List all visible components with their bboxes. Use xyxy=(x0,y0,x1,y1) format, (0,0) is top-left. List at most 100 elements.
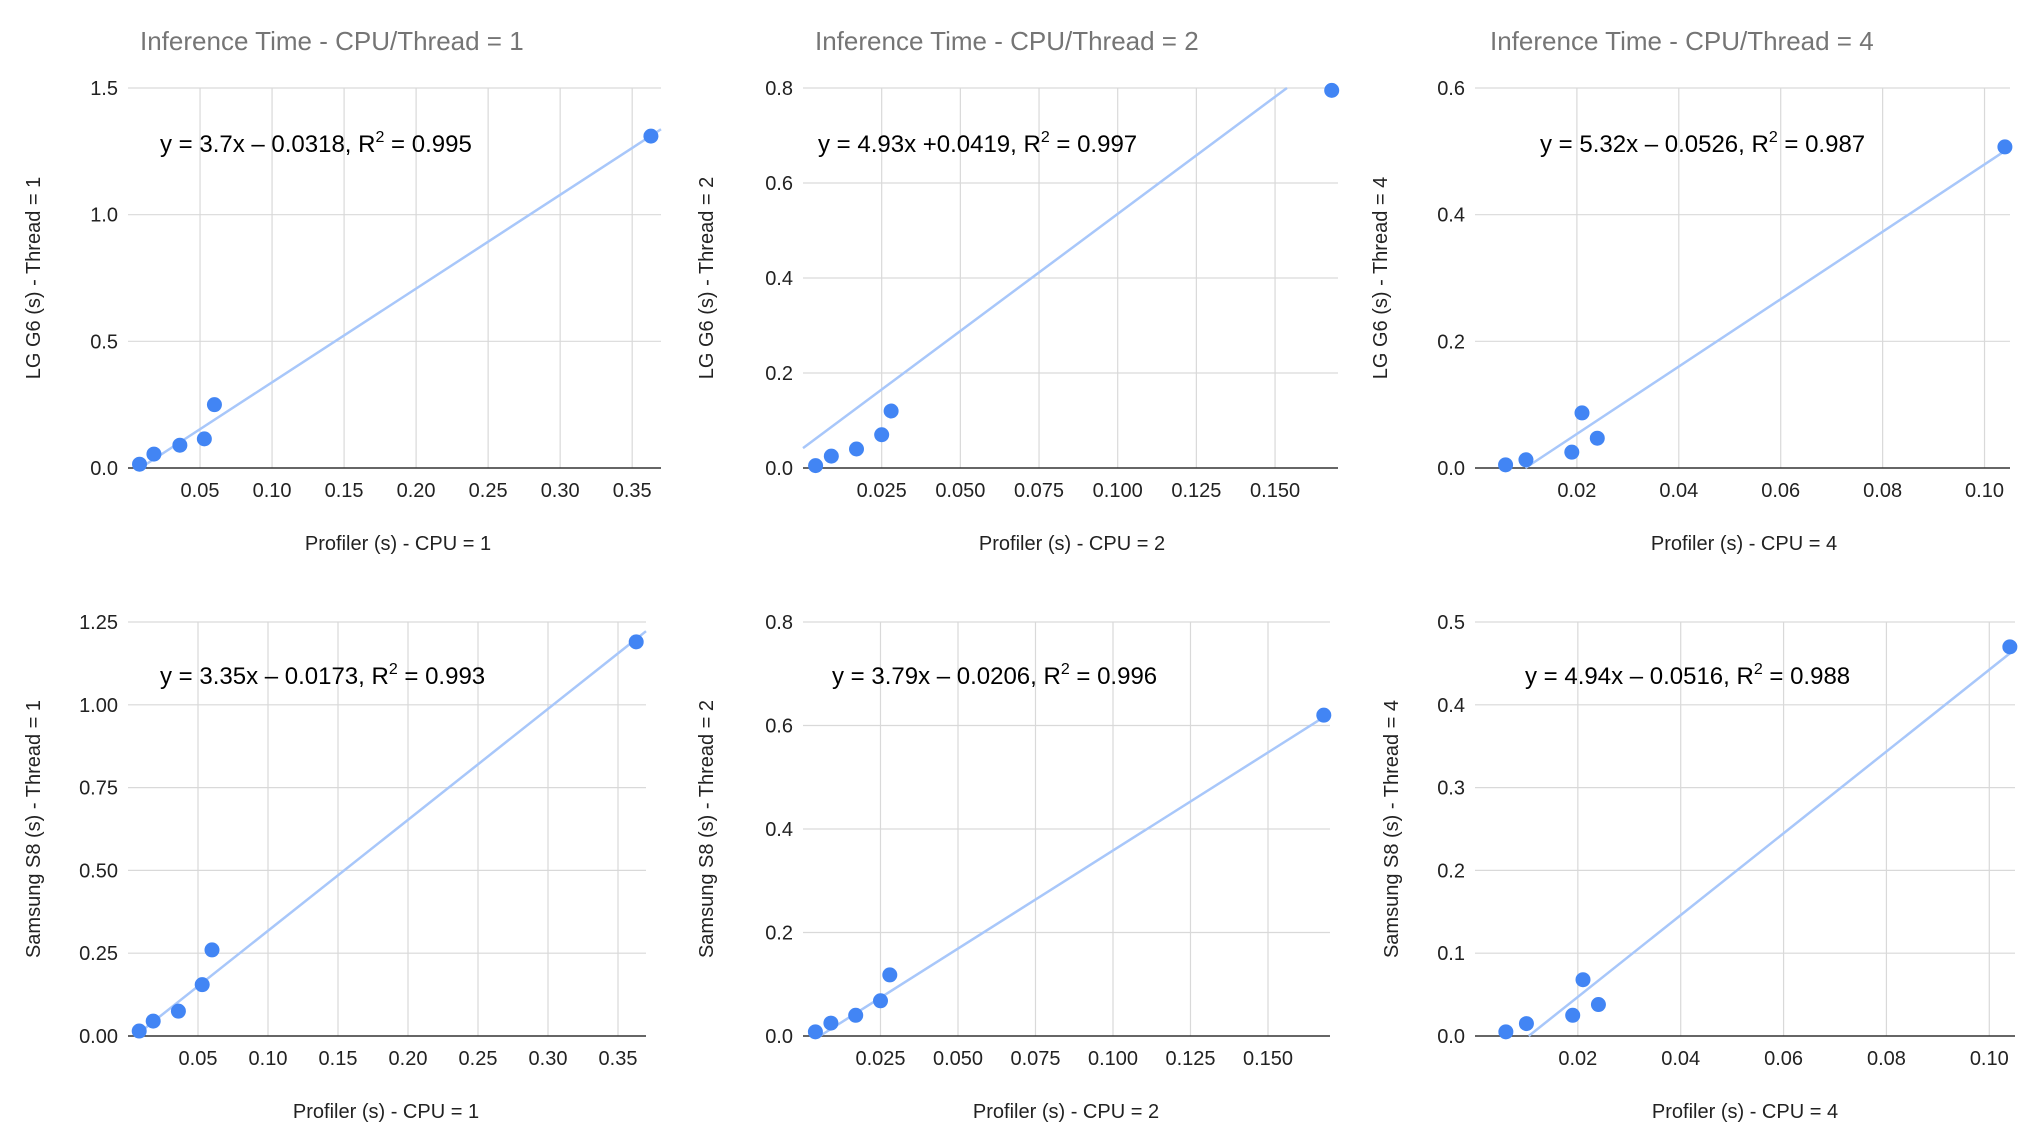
x-tick-label: 0.050 xyxy=(933,1048,983,1070)
trendline-equation: y = 3.7x – 0.0318, R2 = 0.995 xyxy=(160,129,472,158)
x-tick-label: 0.05 xyxy=(181,480,220,502)
data-point xyxy=(172,437,188,453)
data-point xyxy=(1324,82,1340,98)
x-axis-label: Profiler (s) - CPU = 2 xyxy=(973,1101,1159,1123)
trendline xyxy=(1524,146,2011,470)
y-tick-label: 0.0 xyxy=(765,1026,793,1048)
chart-panel-6: 0.0 0.1 0.2 0.3 0.4 0.5 0.02 0.04 0.06 0.08 0.10 y … xyxy=(1381,612,2018,1123)
y-tick-label: 0.0 xyxy=(90,458,118,480)
trendline xyxy=(819,712,1331,1038)
y-tick-label: 0.25 xyxy=(79,943,118,965)
trendline xyxy=(802,86,1288,450)
x-tick-label: 0.025 xyxy=(855,1048,905,1070)
x-axis-label: Profiler (s) - CPU = 1 xyxy=(305,533,491,555)
y-axis-label: Samsung S8 (s) - Thread = 4 xyxy=(1381,700,1403,958)
x-tick-label: 0.06 xyxy=(1761,480,1800,502)
y-tick-label: 0.8 xyxy=(765,78,793,100)
data-point xyxy=(1590,997,1606,1013)
x-tick-label: 0.08 xyxy=(1863,480,1902,502)
x-tick-label: 0.20 xyxy=(389,1048,428,1070)
x-tick-label: 0.100 xyxy=(1088,1048,1138,1070)
x-tick-label: 0.30 xyxy=(541,480,580,502)
x-axis-label: Profiler (s) - CPU = 4 xyxy=(1652,1101,1838,1123)
x-tick-label: 0.06 xyxy=(1764,1048,1803,1070)
x-tick-label: 0.05 xyxy=(179,1048,218,1070)
y-tick-label: 1.00 xyxy=(79,695,118,717)
x-tick-label: 0.100 xyxy=(1093,480,1143,502)
x-axis-label: Profiler (s) - CPU = 2 xyxy=(979,533,1165,555)
x-tick-label: 0.15 xyxy=(319,1048,358,1070)
data-point xyxy=(146,446,162,462)
data-point xyxy=(1565,1007,1581,1023)
x-tick-label: 0.15 xyxy=(325,480,364,502)
x-tick-label: 0.075 xyxy=(1010,1048,1060,1070)
data-point xyxy=(823,448,839,464)
chart-title-3: Inference Time - CPU/Thread = 4 xyxy=(1490,26,1874,56)
y-axis-label: Samsung S8 (s) - Thread = 2 xyxy=(696,700,718,958)
chart-panel-1: 0.0 0.5 1.0 1.5 0.05 0.10 0.15 0.20 0.25 0.30 0.35… xyxy=(23,78,662,555)
data-point xyxy=(1575,972,1591,988)
y-tick-label: 0.0 xyxy=(765,458,793,480)
x-tick-label: 0.08 xyxy=(1867,1048,1906,1070)
trendline xyxy=(1527,648,2016,1037)
y-tick-label: 0.4 xyxy=(765,819,793,841)
y-tick-label: 0.1 xyxy=(1437,943,1465,965)
x-tick-label: 0.150 xyxy=(1250,480,1300,502)
x-tick-label: 0.02 xyxy=(1557,480,1596,502)
trendline xyxy=(139,128,662,470)
data-point xyxy=(628,634,644,650)
y-tick-label: 1.25 xyxy=(79,612,118,634)
data-point xyxy=(643,128,659,144)
x-tick-label: 0.10 xyxy=(1970,1048,2009,1070)
data-point xyxy=(882,967,898,983)
data-point xyxy=(1518,1016,1534,1032)
trendline-equation: y = 3.79x – 0.0206, R2 = 0.996 xyxy=(832,661,1157,690)
y-tick-label: 0.2 xyxy=(765,923,793,945)
data-point xyxy=(1574,405,1590,421)
chart-panel-5: 0.0 0.2 0.4 0.6 0.8 0.025 0.050 0.075 0.100 0.125… xyxy=(696,612,1332,1123)
y-tick-label: 0.5 xyxy=(90,331,118,353)
data-point xyxy=(194,977,210,993)
trendline-equation: y = 5.32x – 0.0526, R2 = 0.987 xyxy=(1540,129,1865,158)
x-tick-label: 0.10 xyxy=(1965,480,2004,502)
data-point xyxy=(131,1023,147,1039)
y-tick-label: 0.50 xyxy=(79,860,118,882)
y-tick-label: 0.00 xyxy=(79,1026,118,1048)
data-point xyxy=(849,441,864,457)
x-tick-label: 0.25 xyxy=(469,480,508,502)
data-point xyxy=(1997,139,2013,155)
trendline-equation: y = 4.94x – 0.0516, R2 = 0.988 xyxy=(1525,661,1850,690)
x-tick-label: 0.04 xyxy=(1661,1048,1700,1070)
y-tick-label: 0.75 xyxy=(79,778,118,800)
y-axis-label: LG G6 (s) - Thread = 2 xyxy=(696,177,718,380)
chart-panel-2: 0.0 0.2 0.4 0.6 0.8 0.025 0.050 0.075 0.100 0.125… xyxy=(696,78,1340,555)
chart-panel-4: 0.00 0.25 0.50 0.75 1.00 1.25 0.05 0.10 0.15 0.20… xyxy=(23,612,647,1123)
x-axis-label: Profiler (s) - CPU = 1 xyxy=(293,1101,479,1123)
data-point xyxy=(2002,639,2018,655)
y-tick-label: 0.6 xyxy=(1437,78,1465,100)
y-tick-label: 0.4 xyxy=(1437,205,1465,227)
x-tick-label: 0.30 xyxy=(529,1048,568,1070)
data-point xyxy=(1564,444,1580,460)
y-tick-label: 1.0 xyxy=(90,205,118,227)
trendline xyxy=(134,630,647,1037)
data-point xyxy=(1316,707,1332,723)
x-tick-label: 0.10 xyxy=(253,480,292,502)
y-axis-label: LG G6 (s) - Thread = 1 xyxy=(23,177,45,380)
y-tick-label: 0.6 xyxy=(765,173,793,195)
data-point xyxy=(145,1013,161,1029)
data-point xyxy=(807,1024,823,1040)
y-tick-label: 0.5 xyxy=(1437,612,1465,634)
y-tick-label: 0.6 xyxy=(765,716,793,738)
data-point xyxy=(204,942,220,958)
y-axis-label: LG G6 (s) - Thread = 4 xyxy=(1370,177,1392,380)
x-tick-label: 0.02 xyxy=(1558,1048,1597,1070)
y-axis-label: Samsung S8 (s) - Thread = 1 xyxy=(23,700,45,958)
chart-title-1: Inference Time - CPU/Thread = 1 xyxy=(140,26,524,56)
trendline-equation: y = 4.93x +0.0419, R2 = 0.997 xyxy=(818,129,1137,158)
data-point xyxy=(1498,1024,1514,1040)
x-tick-label: 0.050 xyxy=(935,480,985,502)
x-tick-label: 0.35 xyxy=(599,1048,638,1070)
x-tick-label: 0.04 xyxy=(1659,480,1698,502)
data-point xyxy=(873,993,888,1009)
